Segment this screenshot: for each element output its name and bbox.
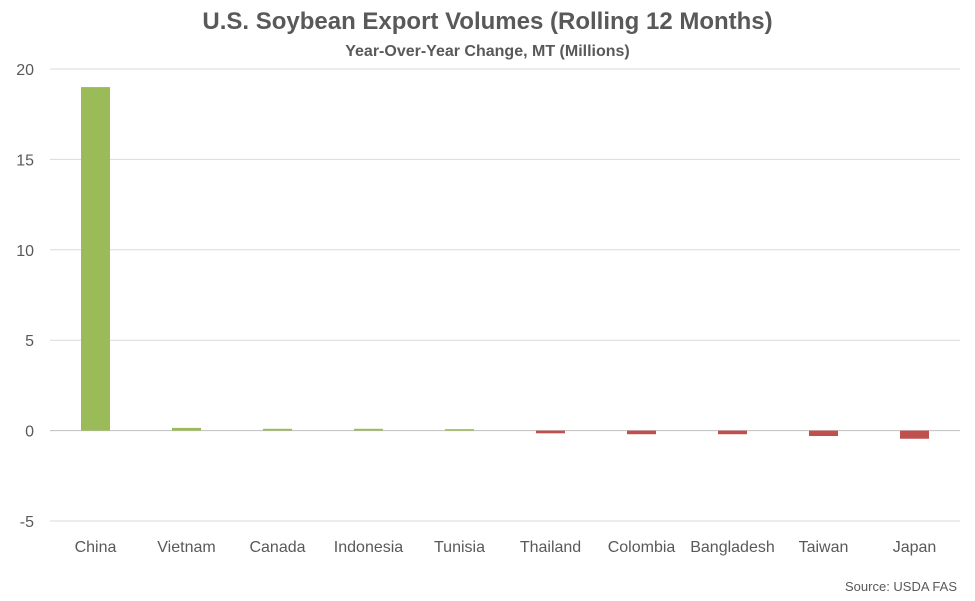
chart-title: U.S. Soybean Export Volumes (Rolling 12 … <box>202 8 773 35</box>
bar-indonesia <box>354 428 383 431</box>
x-category-label: Japan <box>893 539 937 556</box>
x-category-label: China <box>75 539 117 556</box>
x-category-label: Vietnam <box>157 539 215 556</box>
bar-bangladesh <box>718 430 747 435</box>
x-category-label: Indonesia <box>334 539 403 556</box>
bar-tunisia <box>445 429 474 431</box>
bar-vietnam <box>172 427 201 431</box>
x-category-label: Taiwan <box>799 539 849 556</box>
y-tick-label: 15 <box>16 152 34 169</box>
bar-japan <box>900 430 929 439</box>
x-category-label: Bangladesh <box>690 539 775 556</box>
x-category-label: Canada <box>249 539 305 556</box>
y-tick-label: 20 <box>16 62 34 79</box>
source-note: Source: USDA FAS <box>845 579 957 594</box>
bar-thailand <box>536 430 565 434</box>
bar-taiwan <box>809 430 838 437</box>
bar-colombia <box>627 430 656 435</box>
y-tick-label: 0 <box>25 424 34 441</box>
bar-china <box>81 87 110 431</box>
x-category-label: Tunisia <box>434 539 485 556</box>
chart-subtitle: Year-Over-Year Change, MT (Millions) <box>345 43 630 60</box>
x-category-label: Colombia <box>608 539 676 556</box>
x-category-label: Thailand <box>520 539 581 556</box>
y-tick-label: -5 <box>20 514 34 531</box>
y-tick-label: 5 <box>25 333 34 350</box>
bar-canada <box>263 428 292 431</box>
y-tick-label: 10 <box>16 243 34 260</box>
